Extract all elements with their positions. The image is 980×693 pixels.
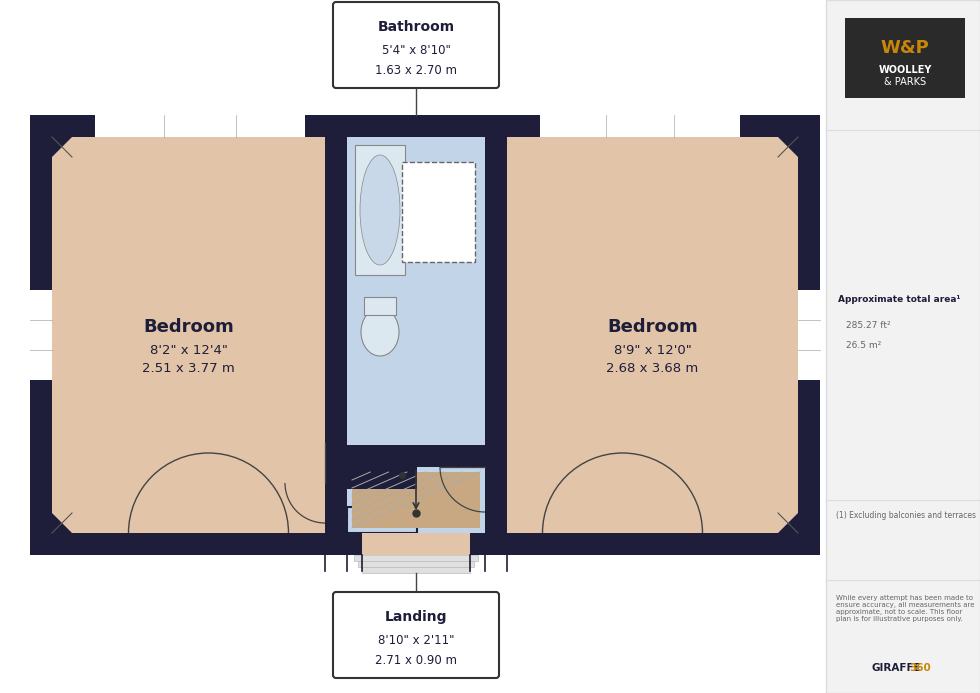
Text: Landing: Landing <box>385 610 447 624</box>
Text: 8'2" x 12'4": 8'2" x 12'4" <box>150 344 227 356</box>
Text: 26.5 m²: 26.5 m² <box>846 340 881 349</box>
Bar <box>845 18 965 98</box>
Text: Bathroom: Bathroom <box>377 20 455 34</box>
Text: 360: 360 <box>909 663 931 673</box>
Text: 8'9" x 12'0": 8'9" x 12'0" <box>613 344 691 356</box>
Text: W&P: W&P <box>881 39 929 57</box>
Bar <box>325 137 347 533</box>
Text: & PARKS: & PARKS <box>884 77 926 87</box>
Bar <box>30 290 52 380</box>
Bar <box>485 137 507 533</box>
Text: GIRAFFE: GIRAFFE <box>871 663 921 673</box>
Ellipse shape <box>360 155 400 265</box>
Bar <box>347 467 417 489</box>
Bar <box>798 290 820 380</box>
Text: Bedroom: Bedroom <box>608 318 698 336</box>
Bar <box>362 567 470 573</box>
Bar <box>347 445 507 467</box>
Bar <box>30 115 820 555</box>
Bar <box>347 467 485 533</box>
Bar <box>352 472 480 528</box>
Text: 2.71 x 0.90 m: 2.71 x 0.90 m <box>375 653 457 667</box>
Bar <box>52 137 325 533</box>
FancyBboxPatch shape <box>333 592 499 678</box>
FancyBboxPatch shape <box>333 2 499 88</box>
Bar <box>540 115 740 137</box>
Bar <box>402 162 475 262</box>
Bar <box>355 145 405 275</box>
Bar <box>362 533 470 555</box>
Text: Approximate total area¹: Approximate total area¹ <box>838 295 960 304</box>
Text: (1) Excluding balconies and terraces: (1) Excluding balconies and terraces <box>836 511 976 520</box>
Bar <box>95 115 305 137</box>
Text: 1.63 x 2.70 m: 1.63 x 2.70 m <box>375 64 457 76</box>
Text: 5'4" x 8'10": 5'4" x 8'10" <box>381 44 451 57</box>
Text: 8'10" x 2'11": 8'10" x 2'11" <box>377 633 455 647</box>
Polygon shape <box>52 513 72 533</box>
Text: Bedroom: Bedroom <box>143 318 234 336</box>
Text: 2.51 x 3.77 m: 2.51 x 3.77 m <box>142 362 235 376</box>
Bar <box>364 297 396 315</box>
Text: 285.27 ft²: 285.27 ft² <box>846 320 891 329</box>
Bar <box>354 555 478 561</box>
Bar <box>826 0 980 693</box>
Polygon shape <box>778 513 798 533</box>
Polygon shape <box>52 137 72 157</box>
Text: While every attempt has been made to
ensure accuracy, all measurements are
appro: While every attempt has been made to ens… <box>836 595 974 622</box>
Text: Floor 1: Floor 1 <box>404 658 447 672</box>
Bar <box>507 137 798 533</box>
Ellipse shape <box>361 308 399 356</box>
Polygon shape <box>778 137 798 157</box>
Text: 2.68 x 3.68 m: 2.68 x 3.68 m <box>607 362 699 376</box>
Bar <box>347 507 417 533</box>
Bar <box>347 137 485 445</box>
Bar <box>358 561 474 567</box>
Text: WOOLLEY: WOOLLEY <box>878 65 932 75</box>
